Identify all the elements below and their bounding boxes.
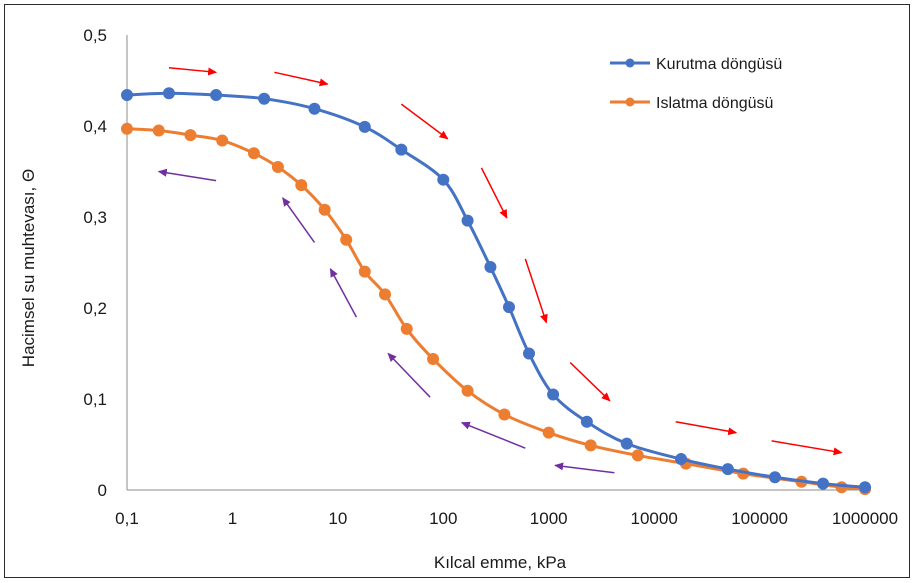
data-point [835, 481, 848, 494]
data-point [631, 449, 644, 462]
y-tick-label: 0,3 [83, 208, 107, 227]
drying-direction-arrow [274, 71, 329, 87]
data-point [400, 322, 413, 335]
data-point [437, 173, 450, 186]
data-point [461, 384, 474, 397]
data-point [318, 203, 331, 216]
data-point [580, 415, 593, 428]
drying-direction-arrow [480, 167, 508, 219]
drying-direction-arrow [168, 67, 218, 76]
series-line [126, 91, 866, 489]
data-point [584, 439, 597, 452]
y-tick-label: 0,5 [83, 26, 107, 45]
axes [126, 35, 865, 491]
data-point [247, 147, 260, 160]
wetting-direction-arrow [387, 352, 431, 398]
data-point [498, 408, 511, 421]
data-point [547, 388, 560, 401]
data-point [295, 179, 308, 192]
legend-label-drying: Kurutma döngüsü [656, 56, 782, 73]
data-point [721, 463, 734, 476]
legend: Kurutma döngüsü Islatma döngüsü [610, 56, 782, 112]
wetting-direction-arrow [157, 168, 217, 182]
data-point [271, 160, 284, 173]
x-tick-label: 100000 [731, 509, 788, 528]
y-tick-label: 0,4 [83, 117, 107, 136]
data-point [522, 347, 535, 360]
x-tick-label: 1000000 [832, 509, 898, 528]
drying-direction-arrow [675, 421, 738, 436]
y-tick-label: 0 [98, 481, 107, 500]
legend-marker-drying [625, 58, 635, 68]
x-tick-label: 0,1 [115, 509, 139, 528]
data-point [859, 481, 871, 494]
data-point [121, 89, 133, 102]
data-point [184, 129, 197, 142]
x-tick-label: 100 [429, 509, 457, 528]
drying-direction-arrow [569, 362, 611, 402]
data-point [308, 102, 321, 115]
series-line [126, 127, 866, 491]
data-point [395, 143, 408, 156]
drying-direction-arrow [771, 440, 843, 456]
x-tick-label: 1 [228, 509, 237, 528]
data-point [340, 233, 353, 246]
wetting-direction-arrow [329, 267, 358, 318]
chart-frame [4, 4, 910, 578]
legend-label-wetting: Islatma döngüsü [656, 95, 773, 112]
y-tick-labels: 0 0,1 0,2 0,3 0,4 0,5 [83, 26, 107, 500]
drying-direction-arrow [524, 258, 548, 324]
data-point [768, 471, 781, 484]
y-tick-label: 0,1 [83, 390, 107, 409]
x-tick-label: 10 [328, 509, 347, 528]
data-point [675, 453, 688, 466]
y-axis-title: Hacimsel su muhtevası, Θ [19, 169, 38, 367]
x-tick-label: 1000 [530, 509, 568, 528]
legend-marker-wetting [625, 97, 635, 107]
x-tick-labels: 0,1 1 10 100 1000 10000 100000 1000000 [115, 509, 898, 528]
data-point [210, 89, 223, 102]
data-point [502, 301, 515, 314]
data-point [358, 265, 371, 278]
x-axis-title: Kılcal emme, kPa [434, 553, 567, 572]
data-point [542, 426, 555, 439]
series-layer [121, 87, 871, 496]
data-point [817, 477, 830, 490]
data-point [427, 352, 440, 365]
x-tick-label: 10000 [631, 509, 678, 528]
drying-direction-arrow [400, 103, 449, 140]
direction-arrows [157, 67, 843, 474]
data-point [152, 124, 165, 137]
wetting-direction-arrow [460, 421, 526, 449]
data-point [162, 87, 175, 100]
data-point [216, 134, 229, 147]
data-point [358, 120, 371, 133]
wetting-direction-arrow [282, 197, 316, 243]
y-tick-label: 0,2 [83, 299, 107, 318]
data-point [620, 437, 633, 450]
data-point [258, 92, 271, 105]
series-wetting [121, 122, 871, 496]
data-point [121, 122, 133, 135]
data-point [379, 288, 392, 301]
data-point [484, 261, 497, 274]
series-drying [121, 87, 871, 494]
wetting-direction-arrow [554, 462, 615, 474]
data-point [461, 214, 474, 227]
